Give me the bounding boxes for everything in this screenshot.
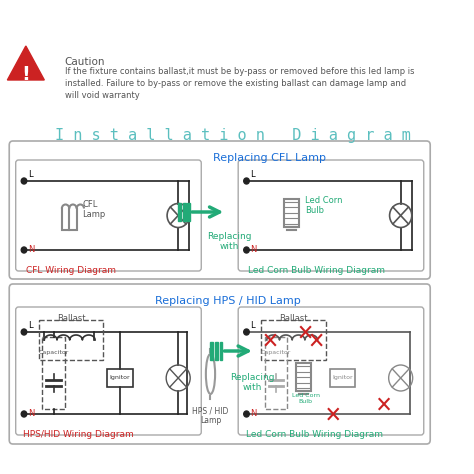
- Circle shape: [21, 329, 27, 335]
- Text: L: L: [250, 321, 255, 330]
- Bar: [284, 199, 299, 227]
- Bar: [183, 203, 185, 221]
- Circle shape: [21, 247, 27, 253]
- Circle shape: [21, 178, 27, 184]
- Text: Ballast: Ballast: [57, 314, 85, 323]
- Text: Replacing HPS / HID Lamp: Replacing HPS / HID Lamp: [155, 296, 301, 306]
- Text: I n s t a l l a t i o n   D i a g r a m: I n s t a l l a t i o n D i a g r a m: [55, 128, 411, 143]
- Text: Replacing
with: Replacing with: [207, 232, 251, 251]
- Text: CFL Wiring Diagram: CFL Wiring Diagram: [26, 266, 116, 275]
- Circle shape: [244, 411, 249, 417]
- Text: N: N: [250, 245, 256, 254]
- Bar: [210, 342, 213, 360]
- Text: Led Corn
Bulb: Led Corn Bulb: [292, 393, 319, 404]
- Text: If the fixture contains ballast,it must be by-pass or removed before this led la: If the fixture contains ballast,it must …: [64, 67, 414, 100]
- Text: Ignitor: Ignitor: [109, 375, 130, 381]
- Text: Capacitor: Capacitor: [261, 350, 291, 355]
- Text: Caution: Caution: [64, 57, 105, 67]
- Text: Led Corn Bulb Wiring Diagram: Led Corn Bulb Wiring Diagram: [248, 266, 385, 275]
- Circle shape: [244, 178, 249, 184]
- Text: CFL
Lamp: CFL Lamp: [82, 200, 105, 219]
- Bar: [296, 363, 311, 391]
- Bar: [39, 320, 103, 360]
- Text: N: N: [27, 409, 34, 418]
- Text: Led Corn Bulb Wiring Diagram: Led Corn Bulb Wiring Diagram: [246, 430, 383, 439]
- Text: !: !: [21, 64, 30, 83]
- Bar: [43, 337, 64, 409]
- Text: HPS / HID
Lamp: HPS / HID Lamp: [192, 406, 228, 425]
- Text: Capacitor: Capacitor: [38, 350, 69, 355]
- Text: Replacing CFL Lamp: Replacing CFL Lamp: [213, 153, 326, 163]
- Text: Replacing
with: Replacing with: [230, 373, 274, 392]
- Text: L: L: [27, 170, 32, 179]
- Circle shape: [21, 411, 27, 417]
- Text: Ignitor: Ignitor: [332, 375, 353, 381]
- Bar: [261, 320, 326, 360]
- Text: Ballast: Ballast: [279, 314, 308, 323]
- Polygon shape: [8, 46, 44, 80]
- Bar: [215, 342, 218, 360]
- Bar: [265, 337, 287, 409]
- Circle shape: [244, 247, 249, 253]
- Bar: [187, 203, 190, 221]
- Circle shape: [244, 329, 249, 335]
- Text: L: L: [250, 170, 255, 179]
- Bar: [220, 342, 222, 360]
- Text: N: N: [27, 245, 34, 254]
- Text: Led Corn
Bulb: Led Corn Bulb: [305, 196, 342, 215]
- Bar: [178, 203, 181, 221]
- Text: L: L: [27, 321, 32, 330]
- Text: HPS/HID Wiring Diagram: HPS/HID Wiring Diagram: [23, 430, 134, 439]
- Text: N: N: [250, 409, 256, 418]
